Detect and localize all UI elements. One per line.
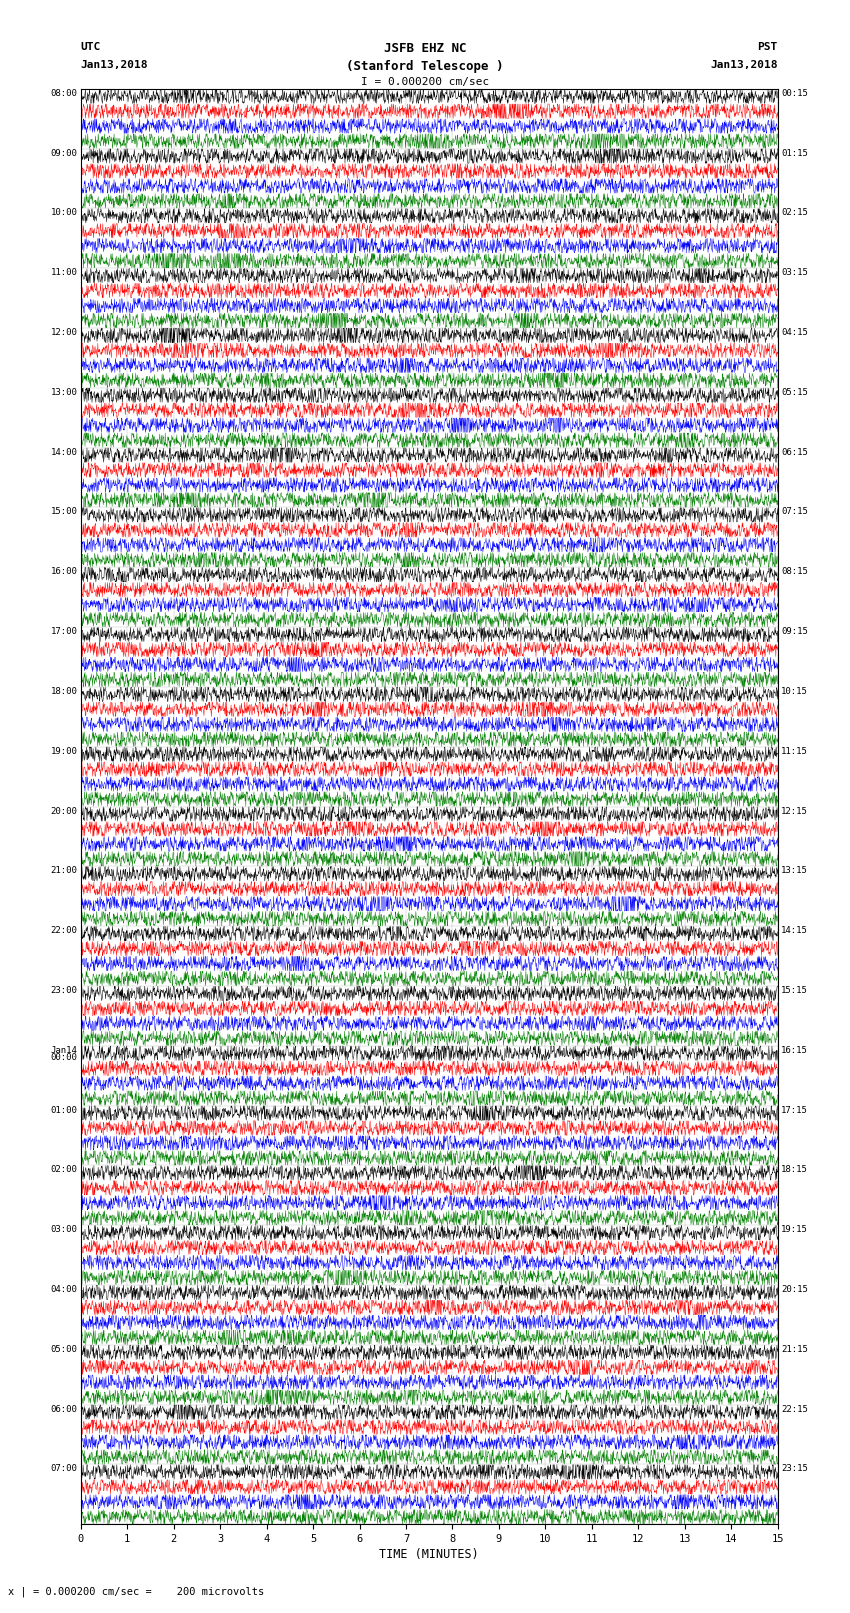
Text: (Stanford Telescope ): (Stanford Telescope ): [346, 60, 504, 73]
Text: 11:15: 11:15: [781, 747, 808, 755]
Text: 00:15: 00:15: [781, 89, 808, 98]
Text: 10:00: 10:00: [50, 208, 77, 218]
Text: 00:00: 00:00: [50, 1053, 77, 1063]
Text: Jan13,2018: Jan13,2018: [711, 60, 778, 69]
Text: 03:00: 03:00: [50, 1226, 77, 1234]
Text: 08:00: 08:00: [50, 89, 77, 98]
Text: 23:15: 23:15: [781, 1465, 808, 1473]
Text: 07:00: 07:00: [50, 1465, 77, 1473]
Text: 08:15: 08:15: [781, 568, 808, 576]
Text: 14:15: 14:15: [781, 926, 808, 936]
Text: 23:00: 23:00: [50, 986, 77, 995]
Text: 18:00: 18:00: [50, 687, 77, 695]
Text: 19:15: 19:15: [781, 1226, 808, 1234]
Text: 19:00: 19:00: [50, 747, 77, 755]
Text: 16:00: 16:00: [50, 568, 77, 576]
Text: I = 0.000200 cm/sec: I = 0.000200 cm/sec: [361, 77, 489, 87]
Text: 01:15: 01:15: [781, 148, 808, 158]
Text: 13:00: 13:00: [50, 387, 77, 397]
Text: 09:15: 09:15: [781, 627, 808, 636]
Text: 12:00: 12:00: [50, 327, 77, 337]
Text: 13:15: 13:15: [781, 866, 808, 876]
Text: 12:15: 12:15: [781, 806, 808, 816]
Text: 02:00: 02:00: [50, 1165, 77, 1174]
Text: 22:00: 22:00: [50, 926, 77, 936]
Text: 03:15: 03:15: [781, 268, 808, 277]
Text: 05:00: 05:00: [50, 1345, 77, 1353]
Text: 15:15: 15:15: [781, 986, 808, 995]
Text: 06:00: 06:00: [50, 1405, 77, 1413]
Text: 15:00: 15:00: [50, 508, 77, 516]
Text: 21:00: 21:00: [50, 866, 77, 876]
Text: 04:15: 04:15: [781, 327, 808, 337]
Text: 20:15: 20:15: [781, 1286, 808, 1294]
Text: UTC: UTC: [81, 42, 101, 52]
Text: 10:15: 10:15: [781, 687, 808, 695]
Text: 17:15: 17:15: [781, 1105, 808, 1115]
Text: 18:15: 18:15: [781, 1165, 808, 1174]
Text: x | = 0.000200 cm/sec =    200 microvolts: x | = 0.000200 cm/sec = 200 microvolts: [8, 1586, 264, 1597]
Text: 07:15: 07:15: [781, 508, 808, 516]
Text: 09:00: 09:00: [50, 148, 77, 158]
Text: 02:15: 02:15: [781, 208, 808, 218]
Text: 06:15: 06:15: [781, 448, 808, 456]
Text: 05:15: 05:15: [781, 387, 808, 397]
Text: 14:00: 14:00: [50, 448, 77, 456]
Text: JSFB EHZ NC: JSFB EHZ NC: [383, 42, 467, 55]
Text: 11:00: 11:00: [50, 268, 77, 277]
Text: 04:00: 04:00: [50, 1286, 77, 1294]
Text: PST: PST: [757, 42, 778, 52]
Text: 17:00: 17:00: [50, 627, 77, 636]
Text: 22:15: 22:15: [781, 1405, 808, 1413]
Text: 20:00: 20:00: [50, 806, 77, 816]
Text: 16:15: 16:15: [781, 1045, 808, 1055]
Text: 21:15: 21:15: [781, 1345, 808, 1353]
X-axis label: TIME (MINUTES): TIME (MINUTES): [379, 1548, 479, 1561]
Text: Jan13,2018: Jan13,2018: [81, 60, 148, 69]
Text: 01:00: 01:00: [50, 1105, 77, 1115]
Text: Jan14: Jan14: [50, 1045, 77, 1055]
